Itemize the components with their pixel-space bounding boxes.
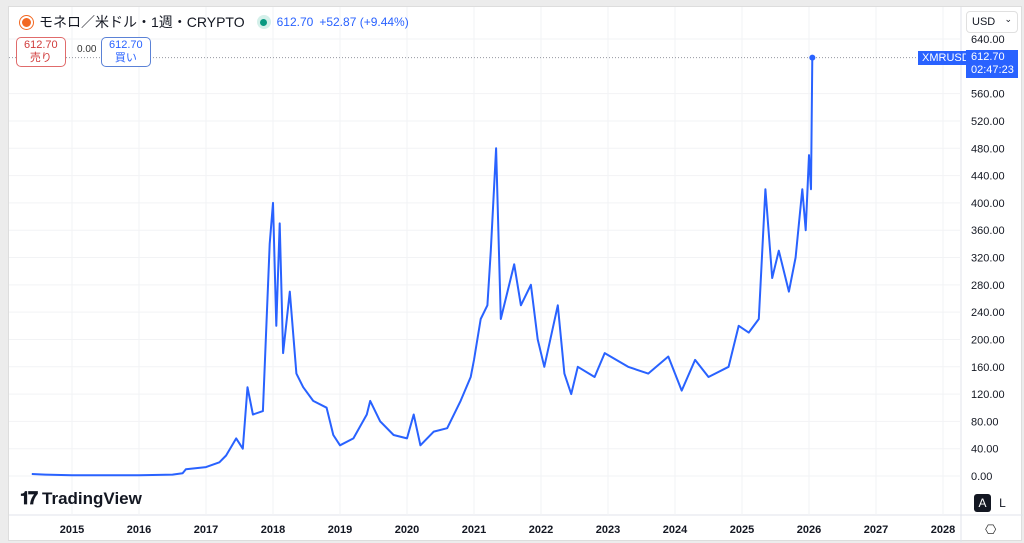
x-tick-label: 2026 [797, 524, 821, 536]
last-price-tag: 612.70 02:47:23 [966, 50, 1018, 78]
chevron-down-icon: ⌄ [1004, 14, 1012, 24]
spread: 0.00 [77, 44, 97, 55]
bar-countdown: 02:47:23 [971, 64, 1014, 76]
buy-button[interactable]: 612.70 買い [101, 37, 151, 67]
y-tick-label: 200.00 [971, 334, 1005, 346]
y-tick-label: 160.00 [971, 362, 1005, 374]
tag-price: 612.70 [971, 51, 1005, 63]
brand-name: TradingView [42, 488, 142, 508]
monero-logo-icon [20, 15, 33, 29]
y-tick-label: 440.00 [971, 171, 1005, 183]
symbol-header: モネロ／米ドル・1週・CRYPTO 612.70 +52.87 (+9.44%) [20, 12, 409, 32]
sell-label: 売り [29, 52, 52, 64]
market-status-icon [256, 15, 271, 29]
buy-label: 買い [114, 52, 137, 64]
log-scale-button[interactable]: L [999, 496, 1006, 510]
x-tick-label: 2016 [127, 524, 151, 536]
chart-frame: 0.00 40.00 80.00 120.00 160.00 200.00 240.00 28… [8, 6, 1023, 542]
x-tick-label: 2022 [529, 524, 553, 536]
x-tick-label: 2017 [194, 524, 218, 536]
y-tick-label: 520.00 [971, 116, 1005, 128]
y-tick-label: 80.00 [971, 416, 999, 428]
currency-select[interactable]: USD ⌄ [966, 11, 1018, 33]
x-tick-label: 2018 [261, 524, 285, 536]
last-price-point [809, 54, 816, 61]
sell-price: 612.70 [24, 39, 58, 51]
last-price: 612.70 [276, 15, 314, 29]
y-tick-label: 40.00 [971, 444, 999, 456]
auto-scale-button[interactable]: A [974, 494, 991, 512]
y-tick-label: 400.00 [971, 198, 1005, 210]
price-chart[interactable]: 0.00 40.00 80.00 120.00 160.00 200.00 240.00 28… [9, 7, 1023, 542]
y-tick-label: 640.00 [971, 34, 1005, 46]
symbol-title[interactable]: モネロ／米ドル・1週・CRYPTO [39, 14, 245, 30]
x-tick-label: 2021 [462, 524, 486, 536]
sell-button[interactable]: 612.70 売り [16, 37, 66, 67]
tv-logo-icon: 𝟏𝟕 [20, 488, 38, 508]
x-tick-label: 2019 [328, 524, 352, 536]
y-tick-label: 480.00 [971, 143, 1005, 155]
x-tick-label: 2027 [864, 524, 888, 536]
y-tick-label: 320.00 [971, 253, 1005, 265]
y-tick-label: 0.00 [971, 471, 992, 483]
y-tick-label: 120.00 [971, 389, 1005, 401]
x-tick-label: 2028 [931, 524, 955, 536]
tradingview-logo[interactable]: 𝟏𝟕 TradingView [20, 488, 142, 509]
x-tick-label: 2015 [60, 524, 84, 536]
x-tick-label: 2024 [663, 524, 688, 536]
settings-icon[interactable]: ⎔ [985, 522, 997, 537]
x-tick-label: 2023 [596, 524, 620, 536]
symbol-tag: XMRUSD [918, 51, 974, 65]
price-series-line [31, 57, 814, 477]
y-tick-label: 240.00 [971, 307, 1005, 319]
price-change: +52.87 (+9.44%) [319, 15, 409, 29]
buy-price: 612.70 [109, 39, 143, 51]
y-tick-label: 560.00 [971, 89, 1005, 101]
y-tick-label: 280.00 [971, 280, 1005, 292]
y-tick-label: 360.00 [971, 225, 1005, 237]
currency-value: USD [972, 16, 996, 28]
x-tick-label: 2020 [395, 524, 419, 536]
x-tick-label: 2025 [730, 524, 754, 536]
